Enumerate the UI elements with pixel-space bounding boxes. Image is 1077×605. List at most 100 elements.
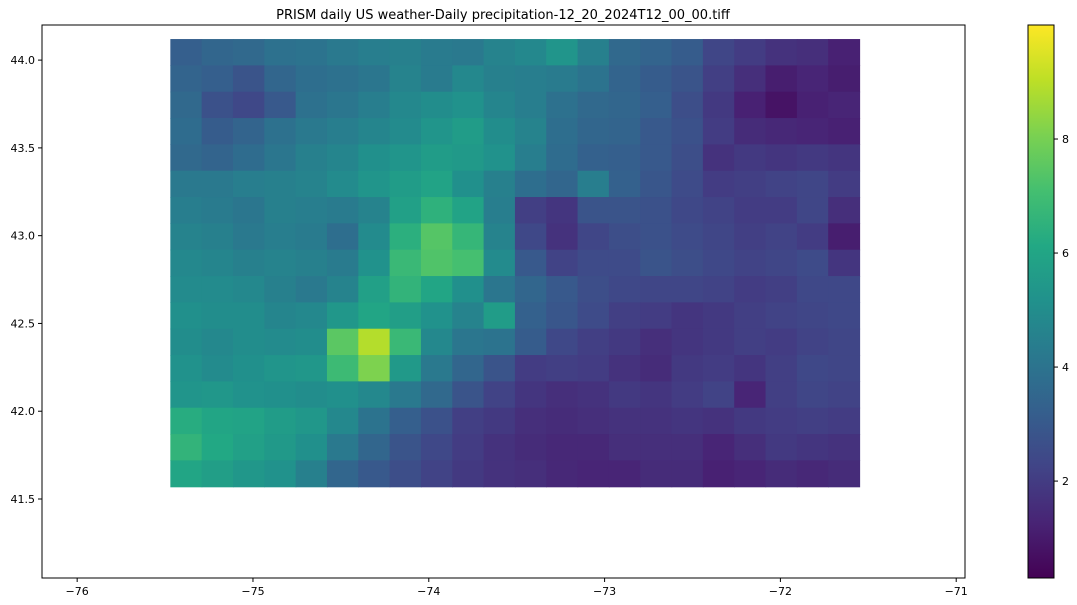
heatmap-cell: [765, 65, 798, 93]
heatmap-cell: [734, 65, 767, 93]
heatmap-cell: [483, 434, 516, 461]
heatmap-cell: [201, 91, 234, 119]
heatmap-cell: [389, 355, 422, 382]
heatmap-cell: [640, 276, 673, 303]
heatmap-cell: [295, 407, 328, 435]
heatmap-cell: [295, 355, 328, 382]
heatmap-cell: [295, 249, 328, 277]
heatmap-cell: [796, 197, 829, 224]
heatmap-cell: [828, 381, 861, 409]
heatmap-cell: [514, 65, 547, 93]
heatmap-cell: [295, 223, 328, 251]
heatmap-cell: [514, 170, 547, 198]
heatmap-cell: [796, 144, 829, 172]
heatmap-cell: [702, 460, 735, 488]
heatmap-cell: [796, 407, 829, 435]
colorbar-tick-label: 8: [1062, 133, 1069, 146]
heatmap-cell: [420, 407, 453, 435]
heatmap-cell: [170, 355, 203, 382]
heatmap-cell: [358, 223, 391, 251]
heatmap-cell: [577, 276, 610, 303]
heatmap-cell: [420, 249, 453, 277]
heatmap-cell: [702, 91, 735, 119]
heatmap-cell: [389, 434, 422, 461]
heatmap-cell: [702, 434, 735, 461]
heatmap-cell: [608, 39, 641, 66]
heatmap-cell: [483, 328, 516, 356]
heatmap-cell: [358, 381, 391, 409]
heatmap-cell: [483, 302, 516, 330]
heatmap-cell: [608, 118, 641, 145]
y-tick-label: 42.5: [11, 317, 36, 330]
heatmap-cell: [389, 91, 422, 119]
heatmap-cell: [264, 91, 297, 119]
heatmap-cell: [326, 223, 359, 251]
heatmap-cell: [264, 223, 297, 251]
heatmap-cell: [326, 355, 359, 382]
y-axis: 41.5 42.0 42.5 43.0 43.5 44.0: [11, 54, 42, 506]
heatmap-cell: [264, 118, 297, 145]
heatmap-cell: [170, 197, 203, 224]
heatmap-cell: [170, 65, 203, 93]
heatmap-cell: [201, 434, 234, 461]
heatmap-cell: [828, 39, 861, 66]
heatmap-cell: [828, 328, 861, 356]
heatmap-cell: [577, 302, 610, 330]
heatmap-cell: [671, 39, 704, 66]
heatmap-cell: [358, 170, 391, 198]
heatmap-cell: [295, 118, 328, 145]
heatmap-cell: [232, 223, 265, 251]
heatmap-cell: [577, 328, 610, 356]
heatmap-cell: [514, 328, 547, 356]
heatmap-cell: [295, 197, 328, 224]
heatmap-cell: [796, 65, 829, 93]
heatmap-cell: [201, 39, 234, 66]
heatmap-cell: [796, 39, 829, 66]
heatmap-cell: [452, 407, 485, 435]
heatmap-cell: [358, 65, 391, 93]
heatmap-cell: [514, 460, 547, 488]
heatmap-cell: [734, 434, 767, 461]
heatmap-cell: [389, 170, 422, 198]
heatmap-cell: [828, 434, 861, 461]
colorbar-tick-label: 4: [1062, 361, 1069, 374]
heatmap-cell: [452, 276, 485, 303]
heatmap-cell: [483, 197, 516, 224]
heatmap-cell: [796, 223, 829, 251]
heatmap-cell: [640, 39, 673, 66]
heatmap-cell: [671, 197, 704, 224]
heatmap-cell: [232, 39, 265, 66]
heatmap-cell: [326, 118, 359, 145]
heatmap-cell: [671, 223, 704, 251]
heatmap-cell: [170, 170, 203, 198]
heatmap-cell: [326, 144, 359, 172]
heatmap-cell: [640, 170, 673, 198]
heatmap-cell: [608, 460, 641, 488]
heatmap-cell: [702, 302, 735, 330]
heatmap-cell: [734, 328, 767, 356]
y-tick-label: 43.5: [11, 142, 36, 155]
heatmap-cell: [358, 355, 391, 382]
heatmap-cell: [640, 249, 673, 277]
heatmap-cell: [452, 355, 485, 382]
heatmap-cell: [170, 381, 203, 409]
heatmap-cell: [420, 91, 453, 119]
heatmap-cell: [295, 328, 328, 356]
heatmap-cell: [201, 65, 234, 93]
heatmap-cell: [264, 197, 297, 224]
heatmap-cell: [671, 302, 704, 330]
heatmap-cell: [514, 302, 547, 330]
heatmap-cell: [420, 170, 453, 198]
heatmap-cell: [170, 91, 203, 119]
heatmap-cell: [671, 144, 704, 172]
heatmap-cell: [514, 197, 547, 224]
heatmap-cell: [295, 276, 328, 303]
heatmap-cell: [201, 118, 234, 145]
heatmap-cell: [264, 170, 297, 198]
heatmap-cell: [389, 118, 422, 145]
heatmap-cell: [577, 197, 610, 224]
heatmap-cell: [765, 328, 798, 356]
heatmap-cell: [765, 355, 798, 382]
heatmap-cell: [577, 170, 610, 198]
